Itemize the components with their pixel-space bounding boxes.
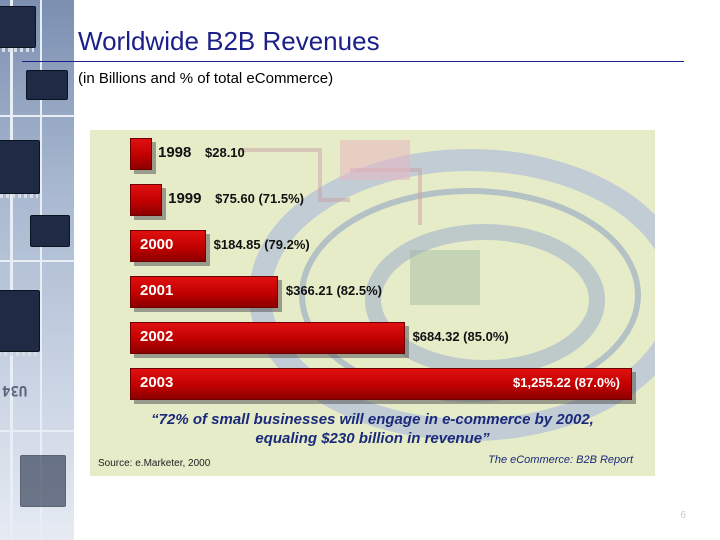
circuit-board-decoration: U34 — [0, 0, 74, 540]
chart-report-credit: The eCommerce: B2B Report — [488, 454, 633, 466]
bar-year-label: 2001 — [140, 282, 174, 299]
bar-year-label: 2000 — [140, 236, 174, 253]
bar-year-label: 2003 — [140, 374, 174, 391]
chart-source: Source: e.Marketer, 2000 — [98, 458, 211, 469]
chart-quote: “72% of small businesses will engage in … — [90, 410, 655, 448]
quote-line-2: equaling $230 billion in revenue” — [255, 430, 490, 447]
bar-year-label: 1999 — [168, 190, 202, 207]
bar-chart: 1998 $28.10 1999 $75.60 (71.5%) 2000 $184.85 … — [90, 130, 655, 476]
slide-subtitle: (in Billions and % of total eCommerce) — [78, 70, 334, 87]
slide-title: Worldwide B2B Revenues — [78, 26, 380, 56]
bar-value-label: $1,255.22 (87.0%) — [513, 375, 620, 390]
bar-year-label: 1998 — [158, 144, 192, 161]
bar-value-label: $684.32 (85.0%) — [412, 329, 509, 344]
quote-line-1: “72% of small businesses will engage in … — [151, 411, 594, 428]
bar-2001 — [130, 276, 278, 308]
bar-value-label: $184.85 (79.2%) — [213, 237, 310, 252]
bar-2003 — [130, 368, 632, 400]
bar-value-label: $75.60 (71.5%) — [215, 191, 305, 206]
bar-1998 — [130, 138, 152, 170]
bar-2002 — [130, 322, 405, 354]
chart-panel: 1998 $28.10 1999 $75.60 (71.5%) 2000 $184.85 … — [90, 130, 655, 476]
bar-year-label: 2002 — [140, 328, 174, 345]
u34-chip-marking: U34 — [2, 382, 28, 398]
slide-number: 6 — [680, 510, 686, 521]
bar-value-label: $366.21 (82.5%) — [285, 283, 382, 298]
bar-value-label: $28.10 — [205, 145, 245, 160]
title-underline — [22, 61, 684, 62]
bar-1999 — [130, 184, 163, 216]
bar-2000 — [130, 230, 206, 262]
